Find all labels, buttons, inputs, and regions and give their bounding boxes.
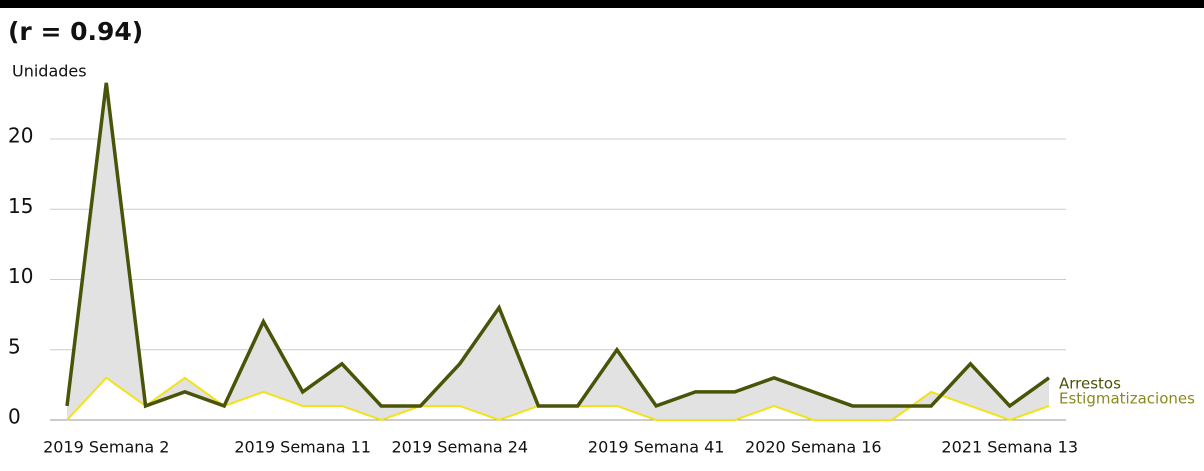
x-tick-label: 2019 Semana 11 bbox=[234, 438, 371, 457]
y-tick-label: 0 bbox=[8, 405, 21, 429]
y-tick-label: 10 bbox=[8, 264, 33, 288]
x-tick-label: 2020 Semana 16 bbox=[745, 438, 882, 457]
y-tick-label: 20 bbox=[8, 124, 33, 148]
y-tick-label: 15 bbox=[8, 194, 33, 218]
series-line bbox=[66, 376, 1050, 422]
legend-label: Estigmatizaciones bbox=[1059, 390, 1195, 408]
legend-label: Arrestos bbox=[1059, 375, 1121, 393]
x-tick-label: 2019 Semana 41 bbox=[588, 438, 725, 457]
y-axis-label: Unidades bbox=[12, 62, 87, 81]
series-line bbox=[65, 82, 1051, 409]
top-bar bbox=[0, 0, 1204, 8]
chart-title: (r = 0.94) bbox=[8, 17, 143, 46]
x-tick-label: 2019 Semana 24 bbox=[392, 438, 529, 457]
x-tick-label: 2021 Semana 13 bbox=[941, 438, 1078, 457]
difference-area bbox=[67, 82, 1049, 421]
x-tick-label: 2019 Semana 2 bbox=[43, 438, 169, 457]
y-tick-label: 5 bbox=[8, 334, 21, 358]
